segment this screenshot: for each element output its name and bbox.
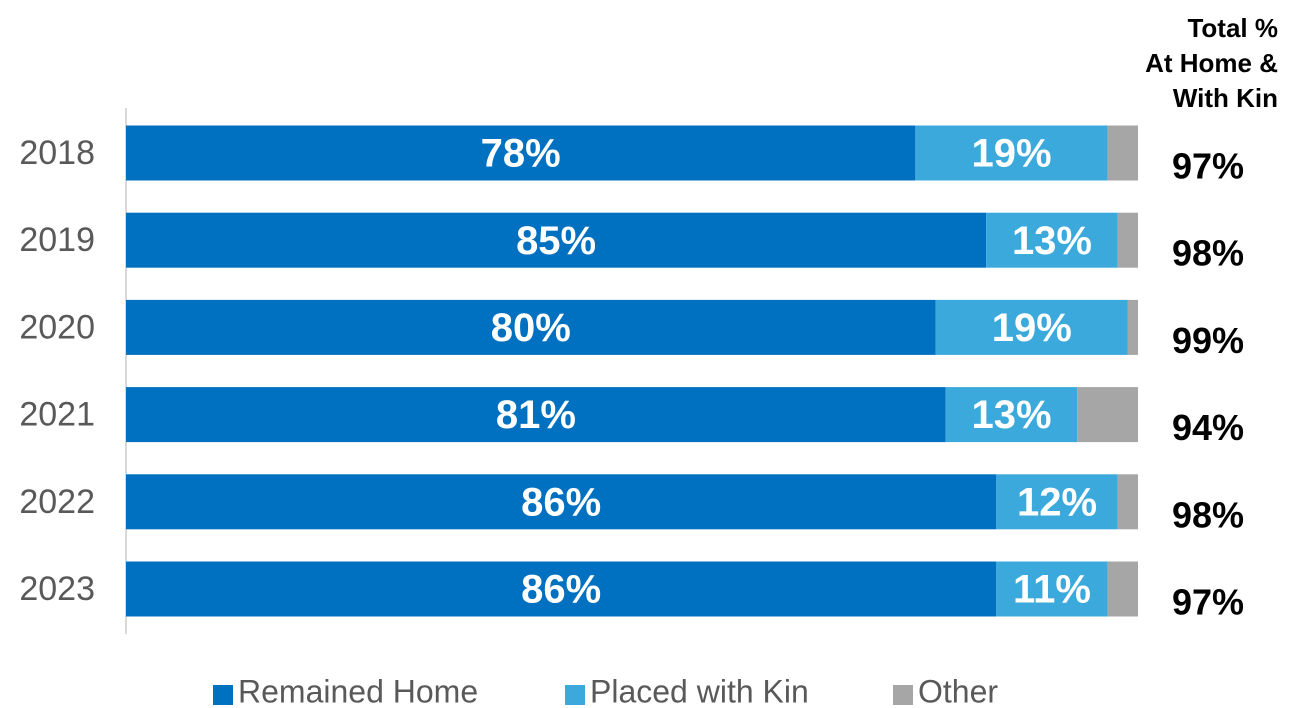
bar-segment	[126, 387, 946, 443]
bar-segment	[996, 474, 1118, 530]
bar-segment	[1117, 474, 1138, 530]
legend-label: Other	[918, 673, 998, 708]
bar-segment	[1127, 299, 1138, 355]
legend-label: Remained Home	[238, 673, 478, 708]
value-label: 78%	[481, 132, 561, 176]
totals-header: With Kin	[1173, 83, 1278, 113]
total-label: 97%	[1172, 146, 1244, 187]
value-label: 19%	[971, 132, 1051, 176]
legend-swatch	[893, 685, 913, 705]
bar-segment	[996, 561, 1108, 617]
y-tick-label: 2022	[19, 483, 95, 521]
value-label: 80%	[491, 306, 571, 350]
bar-segment	[126, 561, 997, 617]
legend-swatch	[213, 685, 233, 705]
legend-swatch	[565, 685, 585, 705]
value-label: 85%	[516, 219, 596, 263]
bar-segment	[945, 387, 1078, 443]
total-label: 97%	[1172, 582, 1244, 623]
value-label: 11%	[1013, 568, 1091, 612]
y-tick-label: 2019	[19, 221, 95, 259]
y-tick-label: 2018	[19, 134, 95, 172]
value-label: 12%	[1017, 480, 1097, 524]
bar-segment	[126, 125, 916, 181]
legend-label: Placed with Kin	[590, 673, 809, 708]
y-tick-label: 2023	[19, 570, 95, 608]
bar-segment	[986, 212, 1118, 268]
value-label: 13%	[1012, 219, 1092, 263]
totals-header: Total %	[1187, 13, 1278, 43]
total-label: 98%	[1172, 233, 1244, 274]
value-label: 19%	[992, 306, 1072, 350]
bar-segment	[1107, 125, 1138, 181]
value-label: 81%	[496, 393, 576, 437]
value-label: 13%	[971, 393, 1051, 437]
total-label: 99%	[1172, 320, 1244, 361]
bar-segment	[126, 299, 936, 355]
y-tick-label: 2021	[19, 396, 95, 434]
bar-segment	[126, 474, 997, 530]
total-label: 94%	[1172, 407, 1244, 448]
bar-segment	[126, 212, 987, 268]
bar-segment	[1117, 212, 1138, 268]
y-tick-label: 2020	[19, 308, 95, 346]
totals-header: At Home &	[1145, 48, 1278, 78]
bar-segment	[935, 299, 1128, 355]
value-label: 86%	[521, 480, 601, 524]
bar-segment	[1077, 387, 1138, 443]
total-label: 98%	[1172, 494, 1244, 535]
bar-segment	[915, 125, 1108, 181]
value-label: 86%	[521, 568, 601, 612]
bar-segment	[1107, 561, 1138, 617]
